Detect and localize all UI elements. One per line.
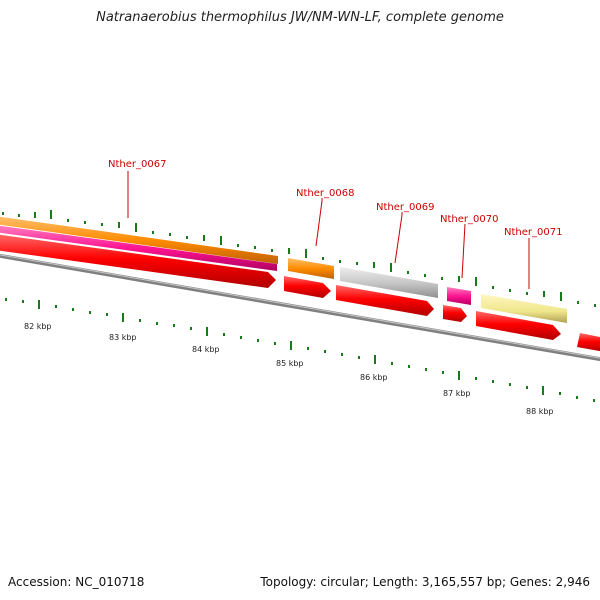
scale-label-88kbp: 88 kbp	[526, 407, 554, 416]
cds-arrow-0067[interactable]	[0, 234, 276, 288]
genome-backbone	[0, 253, 600, 362]
scale-label-84kbp: 84 kbp	[192, 345, 220, 354]
accession-text: Accession: NC_010718	[8, 575, 145, 589]
scale-label-82kbp: 82 kbp	[24, 322, 52, 331]
cds-arrow-0071[interactable]	[476, 311, 561, 340]
cds-arrow-0070[interactable]	[443, 305, 467, 322]
gene-label-0071[interactable]: Nther_0071	[504, 227, 562, 238]
cds-arrow-0072[interactable]	[577, 333, 600, 352]
feature-bar-orange-0068[interactable]	[288, 258, 334, 279]
feature-bar-magenta-0070[interactable]	[447, 287, 471, 305]
map-title: Natranaerobius thermophilus JW/NM-WN-LF,…	[96, 10, 504, 25]
feature-bar-magenta-0067[interactable]	[0, 225, 277, 271]
gene-label-0068[interactable]: Nther_0068	[296, 188, 354, 199]
feature-bar-yellow-0071[interactable]	[481, 294, 567, 323]
feature-bar-orange-0067[interactable]	[0, 216, 278, 264]
topology-text: Topology: circular; Length: 3,165,557 bp…	[260, 575, 590, 589]
gene-label-0067[interactable]: Nther_0067	[108, 159, 166, 170]
feature-bar-gray-0069[interactable]	[340, 267, 438, 298]
gene-label-leaders	[127, 171, 530, 289]
lower-tick-track	[5, 298, 595, 402]
upper-tick-track	[2, 210, 596, 307]
scale-label-87kbp: 87 kbp	[443, 389, 471, 398]
genome-backbone-highlight	[0, 254, 600, 359]
scale-label-83kbp: 83 kbp	[109, 333, 137, 342]
cds-arrow-0068[interactable]	[284, 276, 331, 298]
gene-label-0069[interactable]: Nther_0069	[376, 202, 434, 213]
scale-label-85kbp: 85 kbp	[276, 359, 304, 368]
cds-arrow-0069[interactable]	[336, 285, 434, 316]
gene-label-0070[interactable]: Nther_0070	[440, 214, 498, 225]
scale-label-86kbp: 86 kbp	[360, 373, 388, 382]
